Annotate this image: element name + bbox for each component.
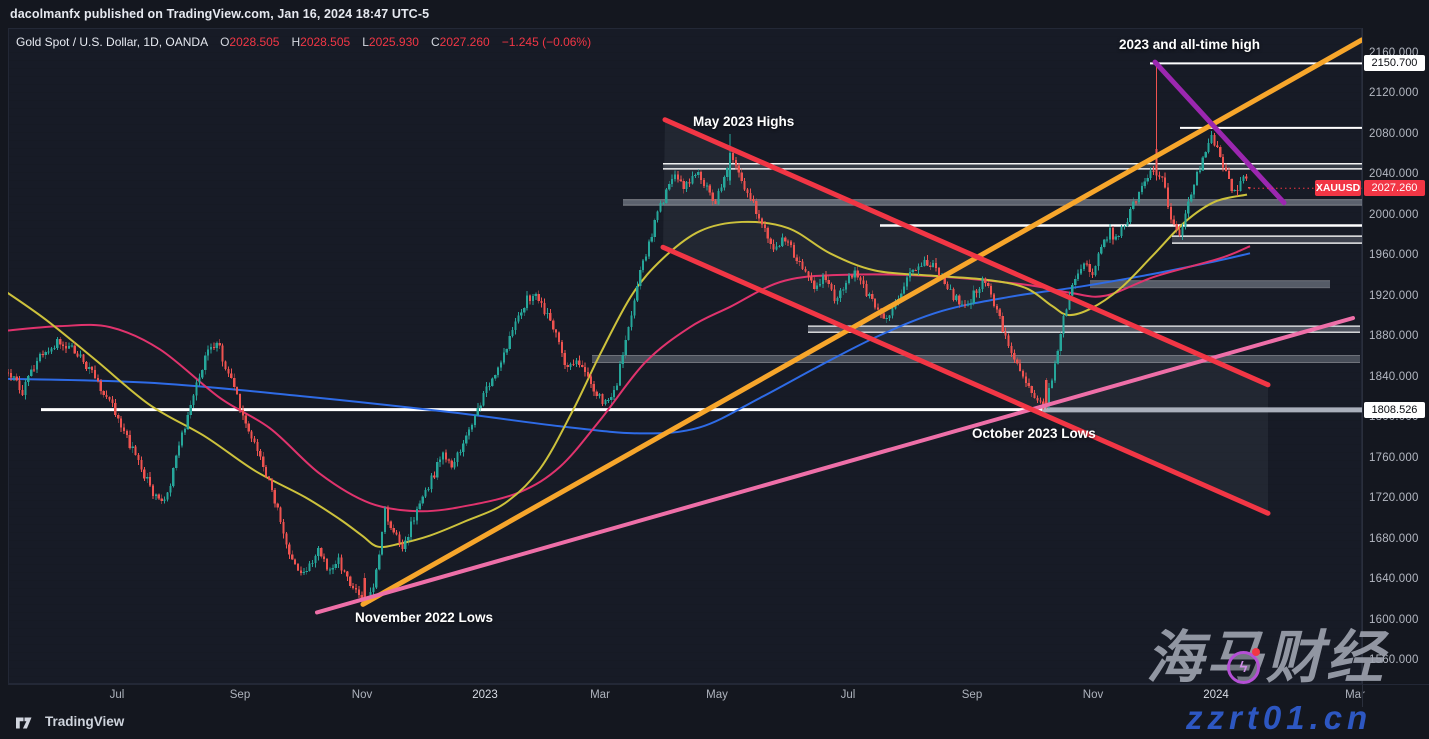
chart-pane[interactable]: Gold Spot / U.S. Dollar, 1D, OANDA O2028… — [8, 28, 1362, 684]
price-scale[interactable]: 2160.000 2120.000 2080.000 2040.000 2000.000… — [1362, 28, 1429, 684]
price-tag-ath: 2150.700 — [1364, 55, 1425, 72]
tradingview-brand-text: TradingView — [45, 714, 125, 729]
ohlc-low: L2025.930 — [362, 35, 419, 49]
time-tick-label: Nov — [351, 689, 373, 701]
time-tick-label: Nov — [1082, 689, 1104, 701]
symbol-title: Gold Spot / U.S. Dollar, 1D, OANDA — [16, 35, 209, 49]
time-tick-label: Sep — [229, 689, 251, 701]
time-tick-label: 2023 — [472, 689, 498, 701]
watermark-site: zzrt01.cn — [1186, 699, 1373, 736]
ohlc-high: H2028.505 — [291, 35, 351, 49]
price-tick-label: 2000.000 — [1369, 208, 1419, 221]
tradingview-logo[interactable]: TradingView — [16, 714, 124, 729]
time-tick-label: May — [706, 689, 728, 701]
price-tick-label: 1880.000 — [1369, 330, 1419, 343]
price-tick-label: 1720.000 — [1369, 492, 1419, 505]
time-tick-label: Jul — [840, 689, 856, 701]
price-tag-last: 2027.260 — [1364, 180, 1425, 197]
price-tick-label: 2040.000 — [1369, 168, 1419, 181]
price-tick-label: 1640.000 — [1369, 573, 1419, 586]
price-tick-label: 1840.000 — [1369, 370, 1419, 383]
chart-legend: Gold Spot / U.S. Dollar, 1D, OANDA O2028… — [16, 35, 591, 49]
price-tick-label: 2080.000 — [1369, 127, 1419, 140]
time-tick-label: Mar — [1345, 689, 1365, 701]
time-tick-label: Sep — [961, 689, 983, 701]
tradingview-brand-icon — [16, 717, 32, 729]
price-tick-label: 1960.000 — [1369, 249, 1419, 262]
time-tick-label: 2024 — [1203, 689, 1229, 701]
scale-corner — [1362, 684, 1429, 707]
price-tick-label: 1560.000 — [1369, 654, 1419, 666]
symbol-tag: XAUUSD — [1315, 180, 1361, 197]
ohlc-close: C2027.260 — [430, 35, 490, 49]
price-tick-label: 1920.000 — [1369, 289, 1419, 302]
time-tick-label: Mar — [590, 689, 610, 701]
watermark-dot-icon — [1252, 648, 1260, 656]
time-scale[interactable]: Jul Sep Nov 2023 Mar May Jul Sep Nov 2024 Mar — [8, 684, 1365, 707]
price-tick-label: 1600.000 — [1369, 613, 1419, 626]
ohlc-open: O2028.505 — [220, 35, 280, 49]
price-tick-label: 1760.000 — [1369, 451, 1419, 464]
attribution-text: dacolmanfx published on TradingView.com,… — [10, 7, 430, 21]
time-tick-label: Jul — [109, 689, 125, 701]
price-tick-label: 1680.000 — [1369, 532, 1419, 545]
change-text: −1.245 (−0.06%) — [501, 35, 592, 49]
price-tag-support: 1808.526 — [1364, 401, 1425, 418]
price-tick-label: 2120.000 — [1369, 87, 1419, 100]
header-bar: dacolmanfx published on TradingView.com,… — [0, 0, 1429, 28]
